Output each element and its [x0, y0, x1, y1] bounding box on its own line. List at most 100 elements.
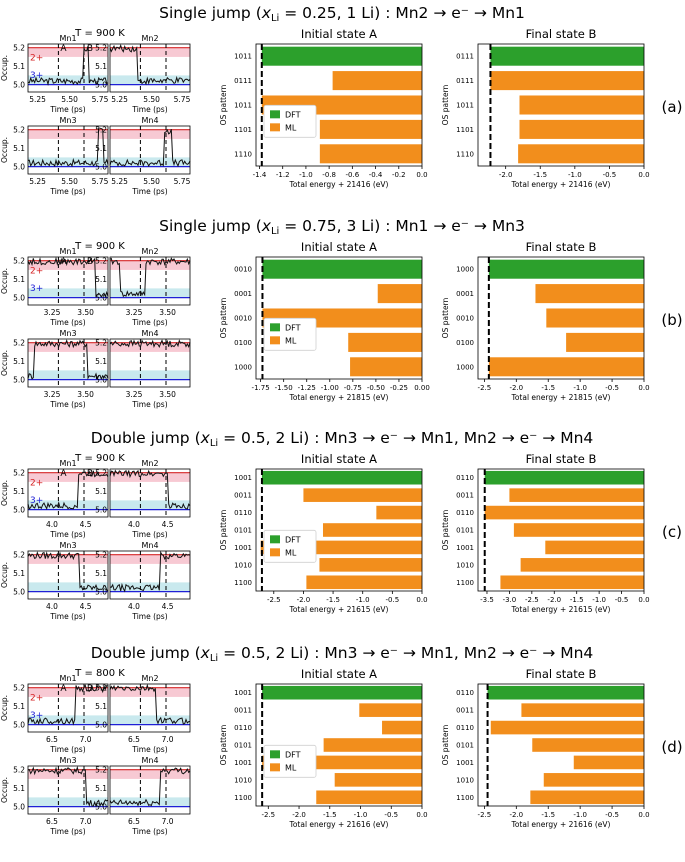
ml-bar: [521, 703, 644, 717]
bar-chart-title: Initial state A: [301, 667, 377, 681]
occupation-xtick: 4.5: [80, 520, 92, 529]
x-axis-label: Total energy + 21616 (eV): [511, 820, 611, 829]
ml-bar: [519, 119, 644, 139]
ml-bar: [359, 703, 422, 717]
ml-bar: [543, 773, 644, 787]
ml-bar: [546, 308, 644, 328]
oxidation-2plus-label: 2+: [30, 694, 43, 704]
x-tick-label: -1.5: [570, 596, 584, 604]
x-axis-label: Total energy + 21416 (eV): [511, 180, 611, 189]
x-tick-label: -1.0: [573, 384, 587, 392]
occupation-xtick: 3.25: [44, 390, 61, 399]
title-part: = 0.5, 2 Li) : Mn3 → e⁻ → Mn1, Mn2 → e⁻ …: [218, 429, 593, 447]
os-pattern-label: 0101: [456, 742, 474, 750]
occupation-ylabel: Occup.: [0, 350, 9, 376]
occupation-frame: [109, 125, 191, 175]
marker-a-label: A: [60, 469, 67, 479]
oxidation-3plus-band: [28, 370, 108, 380]
occupation-frame: [109, 468, 191, 518]
legend-dft-label: DFT: [285, 750, 301, 759]
occupation-xlabel: Time (ps): [131, 318, 167, 327]
x-tick-label: -0.5: [615, 596, 629, 604]
os-pattern-label: 1001: [234, 544, 252, 552]
os-pattern-label: 0110: [234, 724, 252, 732]
x-tick-label: -1.0: [354, 811, 368, 819]
os-pattern-label: 1100: [456, 579, 474, 587]
ml-bar: [488, 357, 644, 377]
legend-ml-label: ML: [285, 548, 297, 557]
x-tick-label: 0.0: [638, 811, 649, 819]
legend-dft-swatch: [270, 535, 280, 544]
occupation-ytick: 5.0: [13, 163, 25, 172]
occupation-ytick: 5.2: [95, 257, 107, 266]
os-pattern-label: 1101: [234, 126, 252, 134]
oxidation-2plus-band: [110, 687, 190, 697]
dft-bar: [487, 685, 644, 700]
os-pattern-label: 0110: [456, 689, 474, 697]
occupation-frame: [109, 338, 191, 388]
y-axis-label: OS pattern: [441, 509, 450, 550]
legend-dft-label: DFT: [285, 535, 301, 544]
title-part: Li: [271, 13, 279, 24]
os-pattern-label: 1010: [456, 561, 474, 569]
x-tick-label: -0.25: [390, 384, 408, 392]
oxidation-3plus-label: 3+: [30, 284, 43, 294]
os-pattern-label: 1100: [456, 794, 474, 802]
occupation-ytick: 5.1: [95, 275, 107, 284]
title-part: Double jump (: [91, 644, 201, 662]
temperature-label: T = 900 K: [74, 453, 125, 464]
os-pattern-label: 0110: [456, 474, 474, 482]
occupation-frame: [27, 683, 109, 733]
x-tick-label: -0.5: [386, 596, 400, 604]
occupation-xtick: 7.0: [162, 735, 174, 744]
os-pattern-label: 0011: [234, 707, 252, 715]
occupation-ytick: 5.0: [95, 376, 107, 385]
bar-chart-title: Final state B: [526, 27, 597, 41]
occupation-plot-mn1: Mn1 5.2 5.1 5.0 Occup. 5.25 5.50 5.75 Time (ps) A…: [0, 34, 109, 114]
occupation-plot-mn4: Mn4 5.2 5.1 5.0 5.25 5.50 5.75 Time (ps): [95, 116, 191, 196]
occupation-ytick: 5.1: [95, 62, 107, 71]
occupation-xtick: 5.75: [174, 177, 191, 186]
bar-chart-title: Final state B: [526, 667, 597, 681]
occupation-ytick: 5.0: [13, 803, 25, 812]
occupation-xlabel: Time (ps): [49, 105, 85, 114]
y-axis-label: OS pattern: [219, 84, 228, 125]
occupation-xlabel: Time (ps): [131, 530, 167, 539]
os-pattern-label: 1011: [234, 102, 252, 110]
occupation-ytick: 5.1: [95, 357, 107, 366]
title-part: Li: [271, 226, 279, 237]
occupation-ytick: 5.0: [95, 721, 107, 730]
occupation-ytick: 5.0: [95, 506, 107, 515]
occupation-ytick: 5.2: [95, 44, 107, 53]
occupation-ytick: 5.2: [95, 766, 107, 775]
panel-c: Double jump (xLi = 0.5, 2 Li) : Mn3 → e⁻…: [0, 429, 682, 621]
dft-bar: [484, 470, 644, 485]
ml-bar: [376, 505, 422, 520]
oxidation-3plus-band: [28, 797, 108, 807]
oxidation-3plus-band: [28, 715, 108, 725]
occupation-xtick: 5.50: [143, 95, 160, 104]
occupation-ytick: 5.2: [13, 684, 25, 693]
ml-bar: [334, 773, 422, 787]
os-pattern-label: 1000: [234, 363, 252, 371]
occupation-xtick: 5.25: [29, 177, 46, 186]
marker-a-label: A: [60, 44, 67, 54]
x-tick-label: -1.2: [276, 171, 290, 179]
marker-b-label: B: [87, 257, 93, 267]
occupation-xtick: 6.5: [46, 735, 58, 744]
bar-chart-final: 1000 0001 0010 0100 1000 Final state B -2.5 -2.…: [441, 240, 650, 402]
occupation-ytick: 5.1: [13, 62, 25, 71]
occupation-trace: [27, 127, 109, 168]
title-part: x: [200, 644, 211, 662]
y-axis-label: OS pattern: [219, 509, 228, 550]
occupation-xtick: 3.25: [44, 308, 61, 317]
occupation-ytick: 5.2: [13, 257, 25, 266]
os-pattern-label: 1011: [234, 53, 252, 61]
occupation-trace: [27, 684, 109, 726]
oxidation-3plus-band: [110, 500, 190, 510]
occupation-xlabel: Time (ps): [49, 612, 85, 621]
occupation-ytick: 5.0: [95, 294, 107, 303]
marker-b-label: B: [87, 44, 93, 54]
